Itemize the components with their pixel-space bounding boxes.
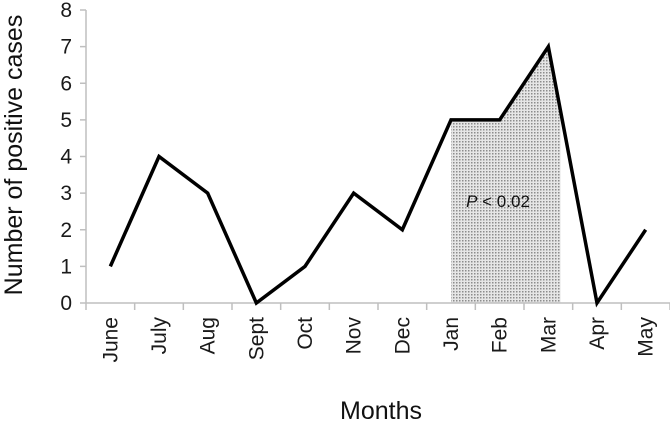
p-value-threshold: < 0.02 xyxy=(477,192,529,211)
x-tick-label: June xyxy=(99,317,122,363)
y-tick-label: 7 xyxy=(60,36,72,59)
x-tick-label: Feb xyxy=(489,317,512,353)
x-axis-title: Months xyxy=(340,397,422,425)
p-value-annotation: P < 0.02 xyxy=(466,192,530,211)
x-tick-label: May xyxy=(635,317,658,357)
x-tick-label: Jan xyxy=(440,317,463,351)
x-tick-label: Mar xyxy=(537,317,560,353)
p-value-symbol: P xyxy=(466,192,478,211)
x-tick-label: Nov xyxy=(343,317,366,355)
y-axis-title: Number of positive cases xyxy=(0,15,28,296)
y-tick-label: 3 xyxy=(60,182,72,205)
x-tick-label: Apr xyxy=(586,317,609,350)
series-line xyxy=(108,42,648,308)
y-tick-label: 0 xyxy=(60,292,72,315)
y-tick-label: 4 xyxy=(60,146,72,169)
x-tick-label: Oct xyxy=(294,317,317,350)
x-tick-label: Sept xyxy=(245,317,268,360)
y-tick-label: 2 xyxy=(60,219,72,242)
y-tick-label: 6 xyxy=(60,72,72,95)
y-tick-label: 1 xyxy=(60,255,72,278)
y-tick-label: 5 xyxy=(60,109,72,132)
y-tick-label: 8 xyxy=(60,0,72,22)
x-tick-label: Aug xyxy=(197,317,220,354)
x-tick-label: Dec xyxy=(391,317,414,354)
shaded-significance-region xyxy=(451,46,561,303)
x-tick-label: July xyxy=(148,317,171,355)
